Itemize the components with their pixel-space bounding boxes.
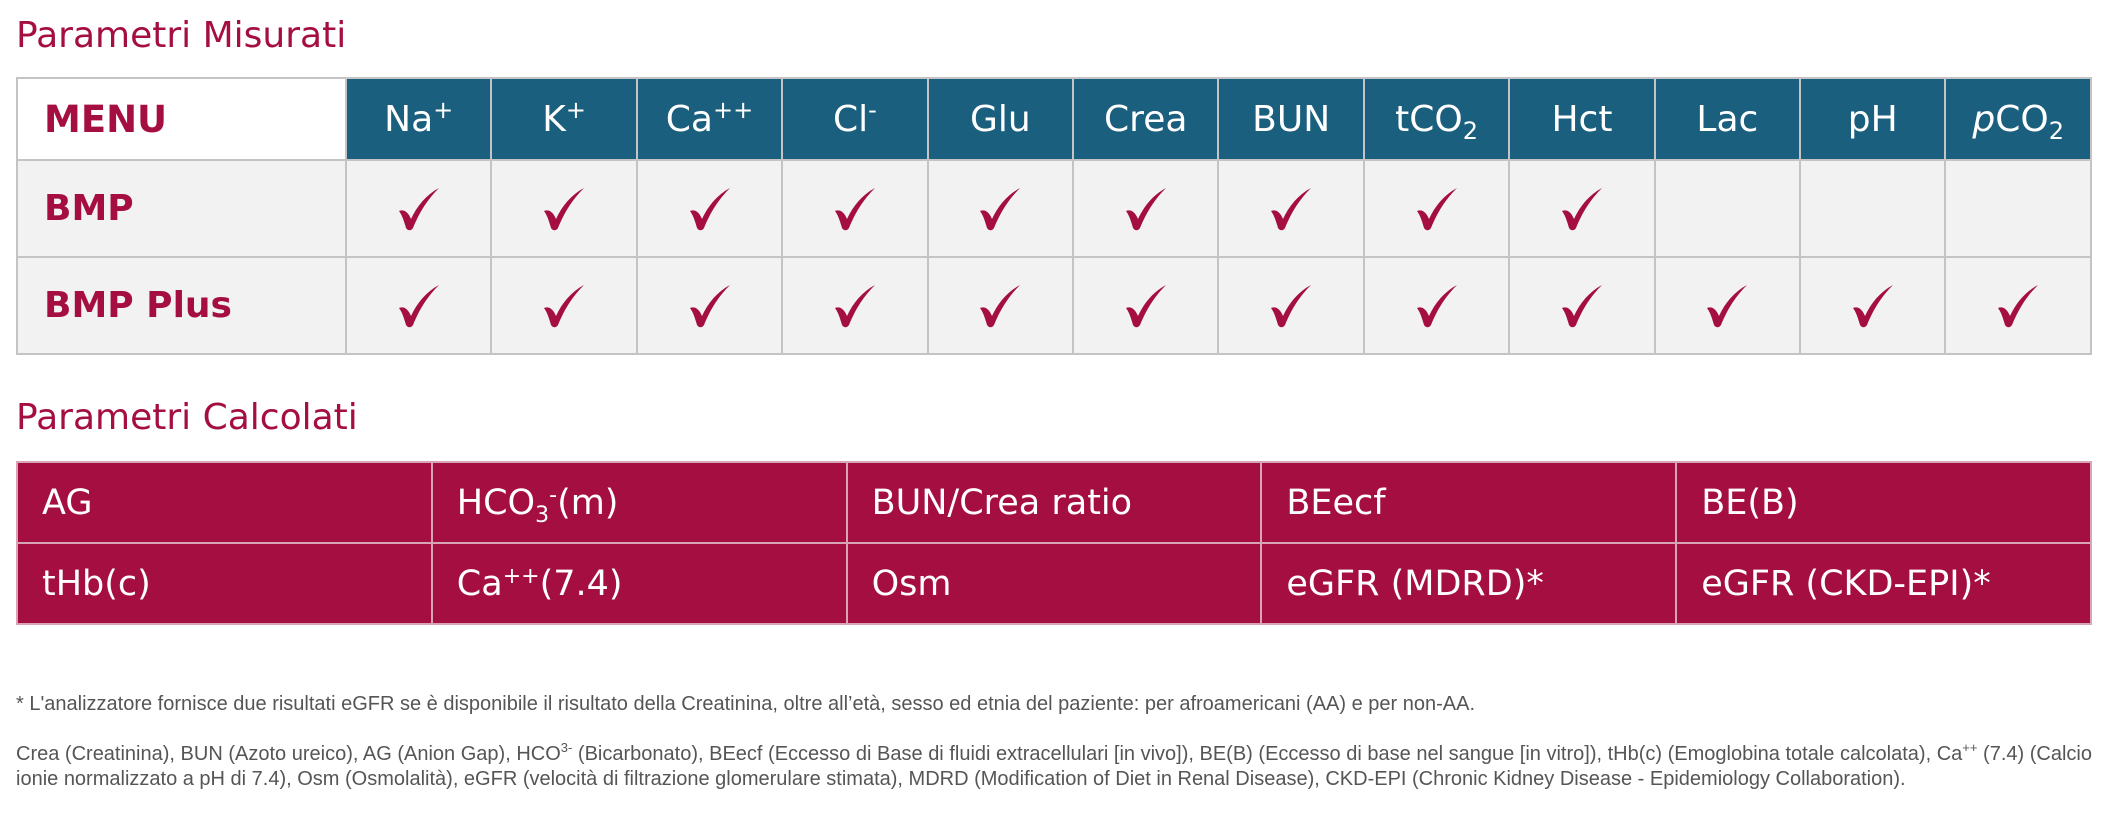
check-cell — [1944, 159, 2092, 258]
param-header-cl: Cl- — [781, 77, 929, 161]
checkmark-icon — [1993, 281, 2043, 331]
egfr-footnote: * L'analizzatore fornisce due risultati … — [16, 693, 1476, 715]
checkmark-icon — [1121, 281, 1171, 331]
check-cell — [490, 159, 638, 258]
measured-row-1: BMP — [16, 159, 2092, 258]
checkmark-icon — [1702, 281, 1752, 331]
param-header-bun: BUN — [1217, 77, 1365, 161]
calc-cell-ag: AG — [16, 461, 433, 544]
check-cell — [1799, 159, 1947, 258]
checkmark-icon — [685, 184, 735, 234]
check-cell — [635, 159, 784, 258]
checkmark-icon — [975, 281, 1025, 331]
param-header-pco2: pCO2 — [1944, 77, 2092, 161]
checkmark-icon — [830, 281, 880, 331]
calc-cell-bun-crea-ratio: BUN/Crea ratio — [845, 461, 1263, 544]
check-cell — [1508, 256, 1656, 355]
check-cell — [1653, 256, 1802, 355]
calculated-parameters-table: AG HCO3-(m) BUN/Crea ratio BEecf BE(B) t… — [16, 461, 2092, 625]
check-cell — [926, 159, 1075, 258]
measured-parameters-table: MENU Na+ K+ Ca++ Cl- Glu Crea BUN tCO2 H… — [16, 77, 2092, 355]
measured-row-2: BMP Plus — [16, 256, 2092, 355]
measured-header-row: MENU Na+ K+ Ca++ Cl- Glu Crea BUN tCO2 H… — [16, 77, 2092, 161]
param-header-glu: Glu — [926, 77, 1075, 161]
check-cell — [1072, 159, 1220, 258]
checkmark-icon — [1557, 281, 1607, 331]
check-cell — [490, 256, 638, 355]
param-header-k: K+ — [490, 77, 638, 161]
calc-cell-ca-74: Ca++(7.4) — [430, 542, 848, 625]
checkmark-icon — [394, 184, 444, 234]
calc-cell-beecf: BEecf — [1260, 461, 1678, 544]
param-header-ph: pH — [1799, 77, 1947, 161]
check-cell — [1072, 256, 1220, 355]
check-cell — [635, 256, 784, 355]
checkmark-icon — [830, 184, 880, 234]
check-cell — [1362, 159, 1511, 258]
check-cell — [1653, 159, 1802, 258]
checkmark-icon — [1557, 184, 1607, 234]
check-cell — [1508, 159, 1656, 258]
checkmark-icon — [975, 184, 1025, 234]
checkmark-icon — [539, 184, 589, 234]
calculated-parameters-title: Parametri Calcolati — [16, 397, 358, 438]
checkmark-icon — [539, 281, 589, 331]
check-cell — [1944, 256, 2092, 355]
checkmark-icon — [1412, 184, 1462, 234]
check-cell — [781, 159, 929, 258]
param-header-tco2: tCO2 — [1362, 77, 1511, 161]
checkmark-icon — [394, 281, 444, 331]
check-cell — [1217, 159, 1365, 258]
abbreviations-footnote: Crea (Creatinina), BUN (Azoto ureico), A… — [16, 740, 2092, 790]
checkmark-icon — [1848, 281, 1898, 331]
param-header-lac: Lac — [1653, 77, 1802, 161]
checkmark-icon — [1412, 281, 1462, 331]
calc-cell-be-b: BE(B) — [1675, 461, 2092, 544]
menu-header: MENU — [16, 77, 347, 161]
check-cell — [1217, 256, 1365, 355]
checkmark-icon — [1266, 184, 1316, 234]
checkmark-icon — [685, 281, 735, 331]
row-label: BMP Plus — [16, 256, 347, 355]
calc-cell-hco3: HCO3-(m) — [430, 461, 848, 544]
check-cell — [1362, 256, 1511, 355]
measured-parameters-title: Parametri Misurati — [16, 15, 347, 56]
param-header-ca: Ca++ — [635, 77, 784, 161]
check-cell — [926, 256, 1075, 355]
calc-cell-osm: Osm — [845, 542, 1263, 625]
calc-cell-egfr-mdrd: eGFR (MDRD)* — [1260, 542, 1678, 625]
check-cell — [1799, 256, 1947, 355]
checkmark-icon — [1121, 184, 1171, 234]
check-cell — [344, 256, 493, 355]
param-header-na: Na+ — [344, 77, 493, 161]
calc-row-2: tHb(c) Ca++(7.4) Osm eGFR (MDRD)* eGFR (… — [16, 542, 2092, 625]
calc-cell-thb: tHb(c) — [16, 542, 433, 625]
calc-row-1: AG HCO3-(m) BUN/Crea ratio BEecf BE(B) — [16, 461, 2092, 544]
check-cell — [344, 159, 493, 258]
calc-cell-egfr-ckd-epi: eGFR (CKD-EPI)* — [1675, 542, 2092, 625]
param-header-hct: Hct — [1508, 77, 1656, 161]
row-label: BMP — [16, 159, 347, 258]
check-cell — [781, 256, 929, 355]
param-header-crea: Crea — [1072, 77, 1220, 161]
checkmark-icon — [1266, 281, 1316, 331]
